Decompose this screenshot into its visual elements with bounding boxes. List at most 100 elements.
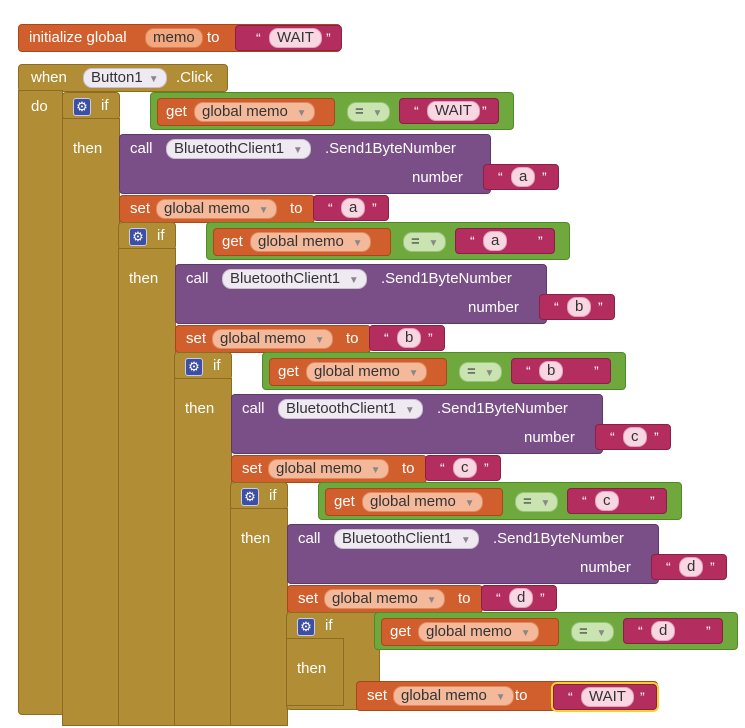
get-global-memo-2[interactable]: get global memo ▼ [213,228,391,256]
compare-string-5-value[interactable]: d [651,621,676,641]
get-global-memo-4[interactable]: get global memo ▼ [325,488,503,516]
compare-string-4-value[interactable]: c [595,491,619,511]
bluetooth-component-dropdown[interactable]: BluetoothClient1 ▼ [334,529,479,549]
compare-operator-dropdown[interactable]: = ▼ [571,622,615,642]
compare-string-3[interactable]: “ b ” [511,358,611,384]
if-block-2[interactable]: ⚙ if [118,222,176,250]
call-send-byte-4[interactable]: call BluetoothClient1 ▼ .Send1ByteNumber nu… [287,524,659,584]
call-send-byte-3[interactable]: call BluetoothClient1 ▼ .Send1ByteNumber nu… [231,394,603,454]
set-global-memo-4[interactable]: set global memo ▼ to [287,585,483,613]
compare-operator-dropdown[interactable]: = ▼ [403,232,447,252]
compare-string-2-value[interactable]: a [483,231,508,251]
quote-close-icon: ” [540,590,545,606]
event-name-label: .Click [176,69,213,86]
get-var-dropdown[interactable]: global memo ▼ [418,622,539,642]
then-spine-1: then [62,118,120,726]
compare-string-3-value[interactable]: b [539,361,564,381]
get-global-memo-3[interactable]: get global memo ▼ [269,358,447,386]
compare-block-5[interactable]: get global memo ▼ = ▼ “ d ” [374,612,738,650]
mutator-gear-icon[interactable]: ⚙ [297,618,315,636]
set-global-memo-final[interactable]: set global memo ▼ to “ WAIT ” [356,681,658,711]
compare-block-2[interactable]: get global memo ▼ = ▼ “ a ” [206,222,570,260]
chevron-down-icon: ▼ [255,205,269,216]
set-string-4[interactable]: “ d ” [481,585,557,611]
get-var-dropdown[interactable]: global memo ▼ [362,492,483,512]
global-var-name[interactable]: memo [145,28,203,48]
compare-string-5[interactable]: “ d ” [623,618,723,644]
final-string-value[interactable]: WAIT [581,687,634,707]
if-block-1[interactable]: ⚙ if [62,92,120,120]
get-var-dropdown[interactable]: global memo ▼ [194,102,315,122]
get-global-memo-1[interactable]: get global memo ▼ [157,98,335,126]
send-number-string-3-value[interactable]: c [623,427,647,447]
mutator-gear-icon[interactable]: ⚙ [241,488,259,506]
set-var-dropdown[interactable]: global memo ▼ [393,686,514,706]
set-string-2[interactable]: “ b ” [369,325,445,351]
final-string[interactable]: “ WAIT ” [553,684,657,710]
set-global-memo-1[interactable]: set global memo ▼ to [119,195,315,223]
bluetooth-component-dropdown[interactable]: BluetoothClient1 ▼ [166,139,311,159]
call-send-byte-2[interactable]: call BluetoothClient1 ▼ .Send1ByteNumber nu… [175,264,547,324]
compare-operator-dropdown[interactable]: = ▼ [459,362,503,382]
send-number-string-1-value[interactable]: a [511,167,536,187]
set-string-2-value[interactable]: b [397,328,422,348]
initialize-global-block[interactable]: initialize global memo to “ WAIT ” [18,24,342,52]
compare-string-1-value[interactable]: WAIT [427,101,480,121]
call-send-byte-1[interactable]: call BluetoothClient1 ▼ .Send1ByteNumber nu… [119,134,491,194]
set-var-dropdown[interactable]: global memo ▼ [212,329,333,349]
set-global-memo-2[interactable]: set global memo ▼ to [175,325,371,353]
quote-close-icon: ” [538,233,543,249]
mutator-gear-icon[interactable]: ⚙ [185,358,203,376]
if-label: if [157,227,165,244]
bluetooth-component-dropdown[interactable]: BluetoothClient1 ▼ [222,269,367,289]
compare-operator-dropdown[interactable]: = ▼ [347,102,391,122]
mutator-gear-icon[interactable]: ⚙ [73,98,91,116]
quote-close-icon: ” [654,429,659,445]
button-click-event-block[interactable]: when Button1 ▼ .Click [18,64,228,92]
compare-block-3[interactable]: get global memo ▼ = ▼ “ b ” [262,352,626,390]
set-string-1[interactable]: “ a ” [313,195,389,221]
send-number-string-2[interactable]: “ b ” [539,294,615,320]
set-global-memo-3[interactable]: set global memo ▼ to [231,455,427,483]
chevron-down-icon: ▼ [367,465,381,476]
set-label: set [242,460,263,477]
set-string-3-value[interactable]: c [453,458,477,478]
chevron-down-icon: ▼ [481,368,495,379]
get-global-memo-5[interactable]: get global memo ▼ [381,618,559,646]
get-var-dropdown[interactable]: global memo ▼ [306,362,427,382]
compare-block-1[interactable]: get global memo ▼ = ▼ “ WAIT” [150,92,514,130]
chevron-down-icon: ▼ [425,238,439,249]
set-var-dropdown[interactable]: global memo ▼ [268,459,389,479]
compare-string-4[interactable]: “ c ” [567,488,667,514]
set-to-label: to [290,200,303,217]
set-string-4-value[interactable]: d [509,588,534,608]
if-label: if [213,357,221,374]
set-var-dropdown[interactable]: global memo ▼ [324,589,445,609]
mutator-gear-icon[interactable]: ⚙ [129,228,147,246]
send-number-string-4[interactable]: “ d ” [651,554,727,580]
bluetooth-component-dropdown[interactable]: BluetoothClient1 ▼ [278,399,423,419]
compare-operator-dropdown[interactable]: = ▼ [515,492,559,512]
quote-open-icon: “ [414,103,419,119]
send-number-string-1[interactable]: “ a ” [483,164,559,190]
quote-open-icon: “ [582,493,587,509]
send-number-string-4-value[interactable]: d [679,557,704,577]
init-string-value[interactable]: WAIT [269,28,322,48]
compare-string-2[interactable]: “ a ” [455,228,555,254]
compare-string-1[interactable]: “ WAIT” [399,98,499,124]
set-to-label: to [346,330,359,347]
send-number-string-2-value[interactable]: b [567,297,592,317]
init-string-block[interactable]: “ WAIT ” [235,25,342,51]
if-block-4[interactable]: ⚙ if [230,482,288,510]
call-label: call [298,530,321,547]
set-string-3[interactable]: “ c ” [425,455,501,481]
send-number-string-3[interactable]: “ c ” [595,424,671,450]
if-block-3[interactable]: ⚙ if [174,352,232,380]
when-label: when [31,69,67,86]
set-label: set [186,330,207,347]
set-string-1-value[interactable]: a [341,198,366,218]
compare-block-4[interactable]: get global memo ▼ = ▼ “ c ” [318,482,682,520]
set-var-dropdown[interactable]: global memo ▼ [156,199,277,219]
get-var-dropdown[interactable]: global memo ▼ [250,232,371,252]
component-dropdown[interactable]: Button1 ▼ [83,68,167,88]
